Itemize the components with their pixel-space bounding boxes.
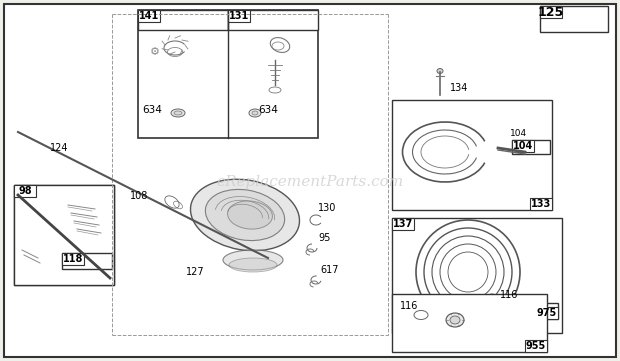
Text: 95: 95 (318, 233, 330, 243)
Text: 137: 137 (393, 219, 413, 229)
Bar (138, 10, 160, 22)
Bar (512, 140, 550, 154)
Bar (62, 253, 112, 269)
Ellipse shape (205, 190, 285, 240)
Text: 98: 98 (18, 186, 32, 196)
Ellipse shape (190, 179, 299, 251)
Text: 133: 133 (531, 199, 551, 209)
Text: 116: 116 (400, 301, 419, 311)
Bar (530, 198, 552, 210)
Bar (14, 185, 36, 197)
Bar (512, 140, 534, 152)
Text: 634: 634 (258, 105, 278, 115)
Text: eReplacementParts.com: eReplacementParts.com (216, 175, 404, 189)
Bar (392, 294, 547, 352)
Text: 634: 634 (142, 105, 162, 115)
Bar (228, 10, 318, 30)
Text: 125: 125 (538, 5, 564, 18)
Ellipse shape (223, 250, 283, 270)
Text: 118: 118 (63, 254, 83, 264)
Text: 104: 104 (510, 130, 527, 139)
Bar (14, 185, 114, 285)
Ellipse shape (450, 316, 460, 324)
Ellipse shape (249, 109, 261, 117)
Text: 975: 975 (537, 308, 557, 318)
Ellipse shape (228, 201, 272, 229)
Bar (392, 218, 414, 230)
Bar (228, 10, 250, 22)
Text: ⚙: ⚙ (150, 47, 160, 57)
Text: 116: 116 (500, 290, 518, 300)
Bar (392, 218, 562, 333)
Ellipse shape (174, 111, 182, 115)
Text: 955: 955 (526, 341, 546, 351)
Bar (510, 303, 558, 319)
Ellipse shape (252, 111, 258, 115)
Ellipse shape (229, 258, 277, 272)
Ellipse shape (437, 69, 443, 74)
Text: 130: 130 (318, 203, 337, 213)
Bar (62, 253, 84, 265)
Bar (14, 185, 114, 285)
Bar (525, 340, 547, 352)
Text: 127: 127 (185, 267, 205, 277)
Bar (540, 6, 608, 32)
Bar (138, 10, 318, 138)
Bar (536, 307, 558, 319)
Ellipse shape (171, 109, 185, 117)
Text: 131: 131 (229, 11, 249, 21)
Bar (540, 6, 562, 18)
Text: 617: 617 (320, 265, 339, 275)
Ellipse shape (446, 313, 464, 327)
Text: 141: 141 (139, 11, 159, 21)
Text: 134: 134 (450, 83, 468, 93)
Bar (138, 10, 228, 30)
Text: 124: 124 (50, 143, 68, 153)
Text: 104: 104 (513, 141, 533, 151)
Text: 108: 108 (130, 191, 148, 201)
Bar (392, 100, 552, 210)
